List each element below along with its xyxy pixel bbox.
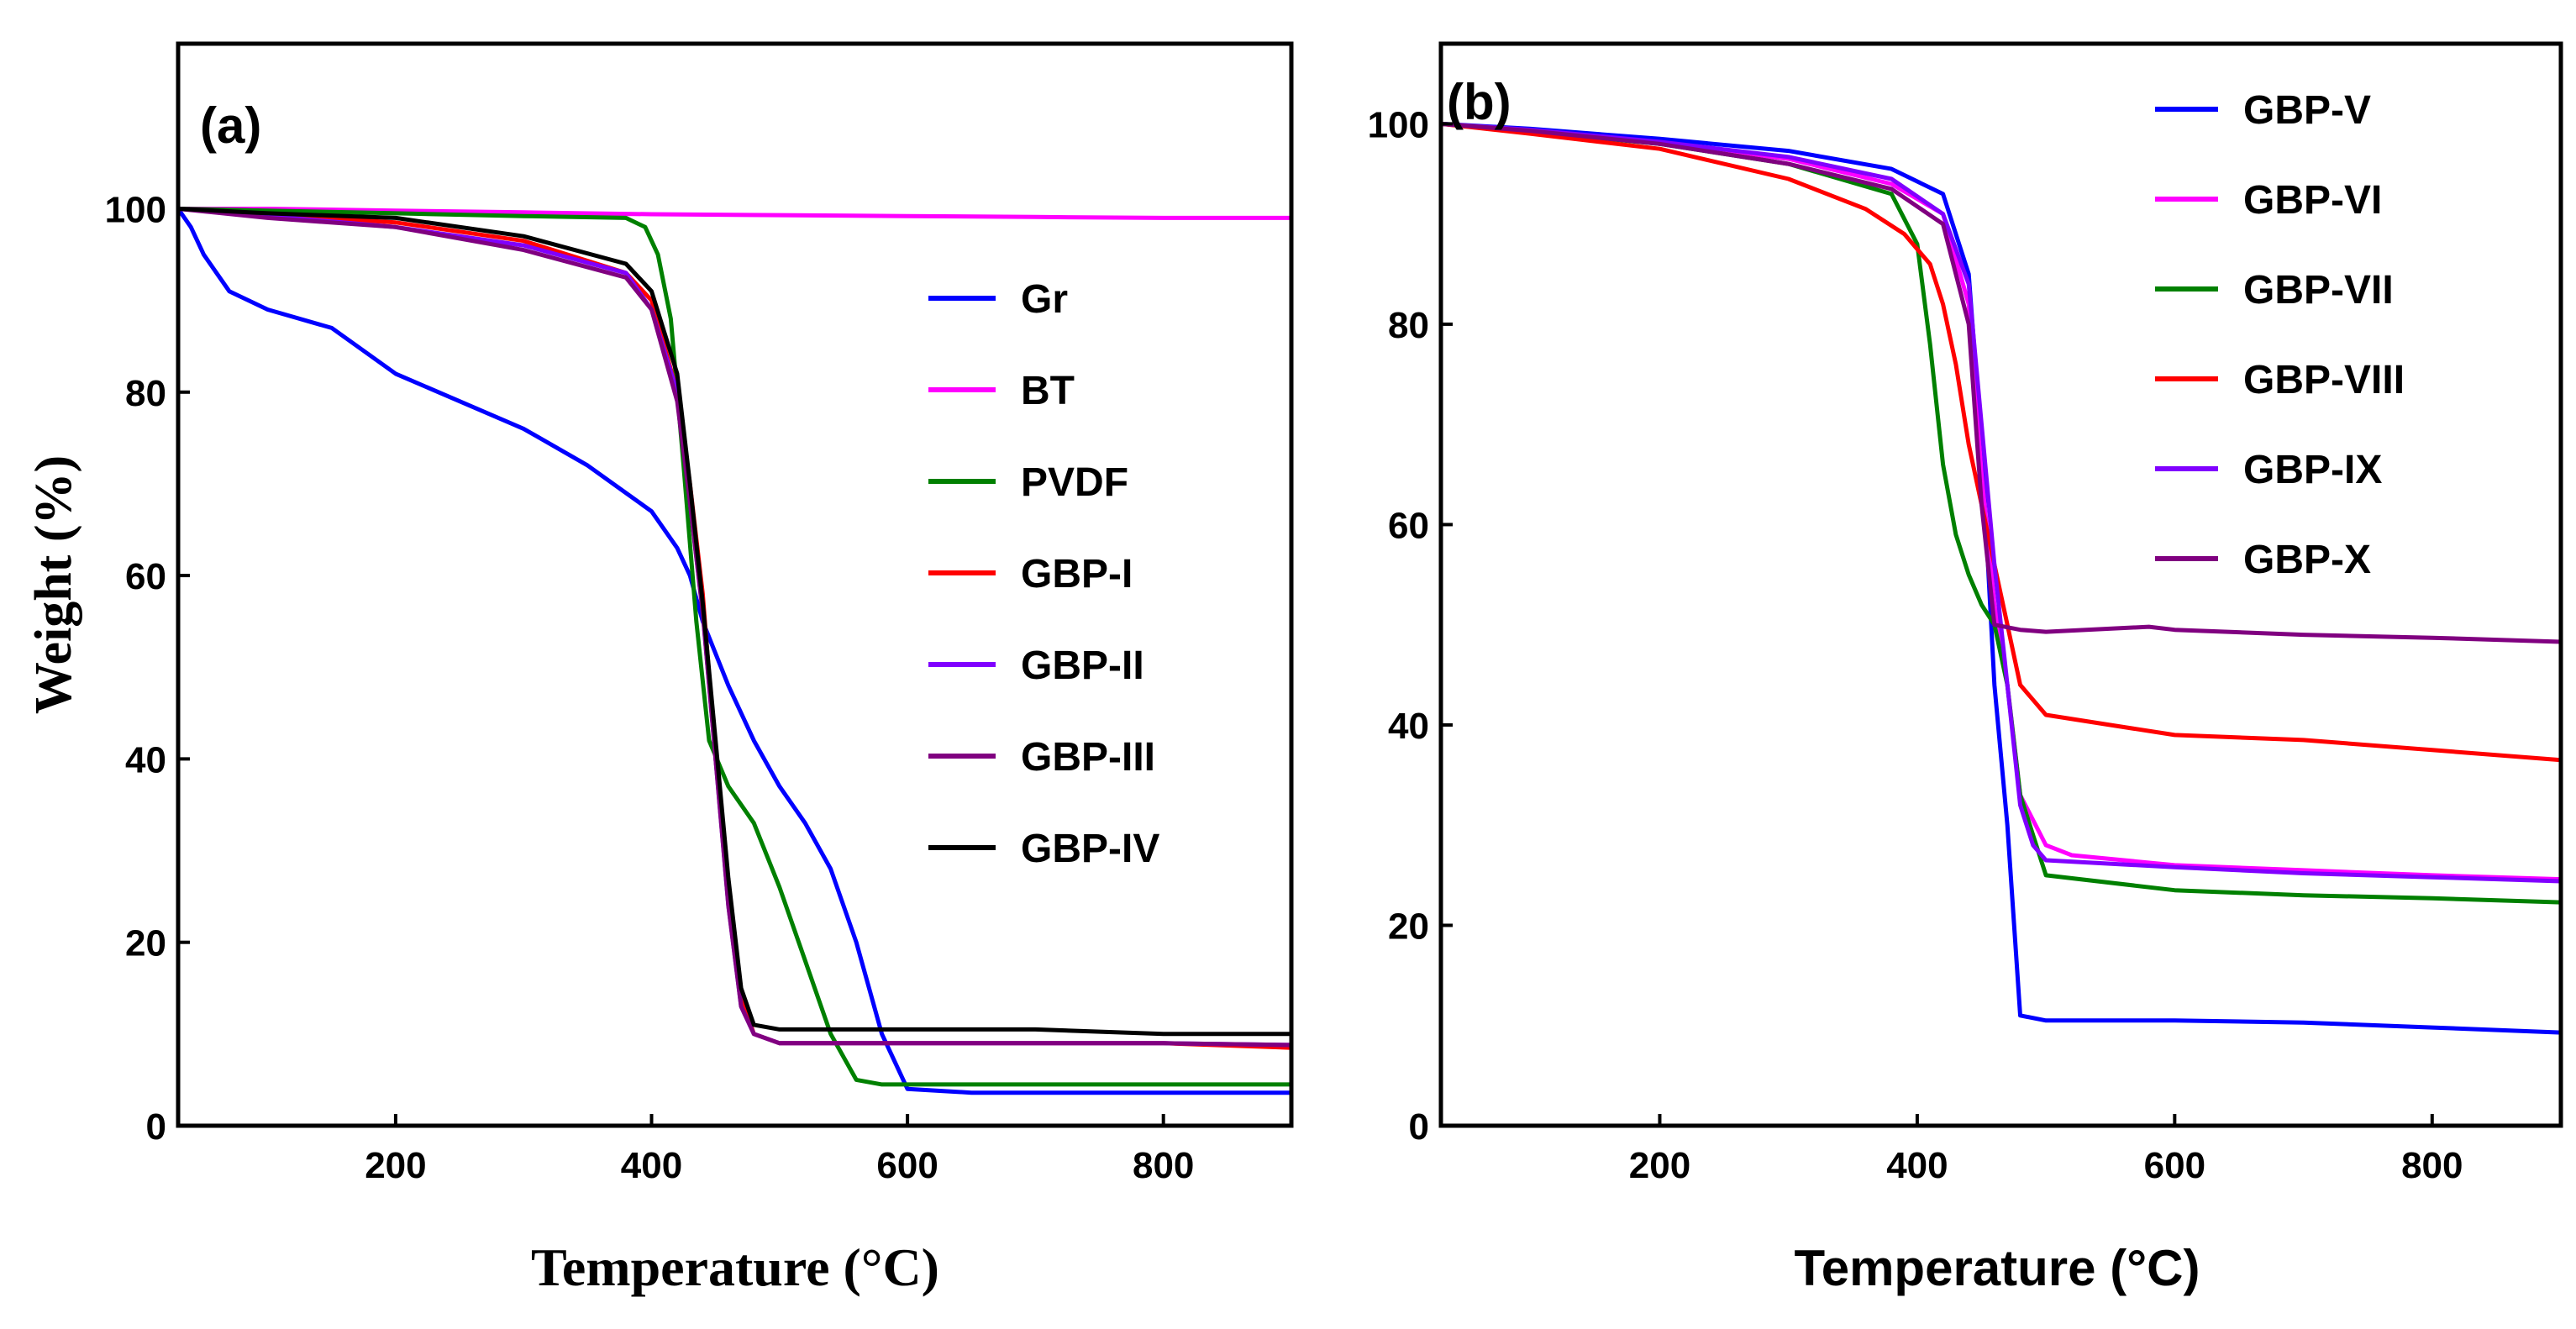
- legend-label-gbp-ii: GBP-II: [1021, 643, 1144, 688]
- series-line-gbp-vii: [1438, 121, 2563, 905]
- legend-label-gbp-viii: GBP-VIII: [2243, 358, 2405, 402]
- panel-b-y-ticks: 0 20 40 60 80 100: [1368, 104, 1453, 1148]
- y-tick-label: 40: [125, 739, 166, 780]
- series-line-gbp-x: [1438, 121, 2563, 644]
- x-tick-label: 400: [621, 1145, 682, 1186]
- y-tick-label: 60: [125, 556, 166, 597]
- legend-label-gbp-iv: GBP-IV: [1021, 827, 1159, 871]
- panel-a-series-group: [176, 207, 1294, 1095]
- y-tick-label: 80: [125, 373, 166, 414]
- panel-b-x-ticks: 200 400 600 800: [1629, 1114, 2463, 1186]
- panel-a-legend: Gr BT PVDF GBP-I GBP-II GBP-III GBP-IV: [928, 277, 1159, 871]
- panel-a-y-ticks: 0 20 40 60 80 100: [105, 189, 190, 1148]
- x-tick-label: 200: [365, 1145, 426, 1186]
- panel-b-label: (b): [1447, 74, 1511, 130]
- x-tick-label: 400: [1886, 1145, 1948, 1186]
- legend-label-gbp-i: GBP-I: [1021, 552, 1133, 596]
- y-tick-label: 0: [1409, 1106, 1429, 1148]
- legend-label-gr: Gr: [1021, 277, 1068, 322]
- legend-label-gbp-v: GBP-V: [2243, 88, 2371, 133]
- legend-label-gbp-x: GBP-X: [2243, 538, 2371, 582]
- x-tick-label: 800: [1133, 1145, 1194, 1186]
- series-line-gbp-iv: [176, 207, 1294, 1037]
- panel-a-label: (a): [200, 97, 261, 154]
- y-tick-label: 100: [1368, 104, 1429, 145]
- y-tick-label: 100: [105, 189, 166, 230]
- series-line-bt: [176, 207, 1294, 220]
- x-tick-label: 600: [876, 1145, 938, 1186]
- legend-label-bt: BT: [1021, 369, 1075, 413]
- y-tick-label: 20: [1388, 906, 1429, 947]
- y-tick-label: 40: [1388, 706, 1429, 747]
- series-line-gbp-viii: [1438, 121, 2563, 763]
- y-tick-label: 20: [125, 923, 166, 964]
- series-line-gbp-ix: [1438, 121, 2563, 884]
- panel-a-y-axis-label: Weight (%): [25, 455, 82, 714]
- panel-a-x-ticks: 200 400 600 800: [365, 1114, 1194, 1186]
- y-tick-label: 60: [1388, 505, 1429, 546]
- panel-a-plot-frame: [176, 41, 1294, 1128]
- panel-b-legend: GBP-V GBP-VI GBP-VII GBP-VIII GBP-IX GBP-X: [2155, 88, 2405, 582]
- legend-label-gbp-vi: GBP-VI: [2243, 178, 2382, 223]
- x-tick-label: 800: [2401, 1145, 2463, 1186]
- legend-label-gbp-iii: GBP-III: [1021, 735, 1155, 780]
- panel-b-plot-frame: [1438, 41, 2563, 1128]
- x-tick-label: 600: [2144, 1145, 2205, 1186]
- panel-b-x-axis-label: Temperature (°C): [1795, 1240, 2200, 1296]
- y-tick-label: 80: [1388, 305, 1429, 346]
- panel-a-x-axis-label: Temperature (°C): [531, 1237, 939, 1297]
- legend-label-gbp-ix: GBP-IX: [2243, 448, 2382, 492]
- series-line-gr: [176, 207, 1294, 1095]
- legend-label-pvdf: PVDF: [1021, 460, 1128, 505]
- legend-label-gbp-vii: GBP-VII: [2243, 268, 2394, 313]
- panel-b-series-group: [1438, 121, 2563, 1035]
- x-tick-label: 200: [1629, 1145, 1690, 1186]
- y-tick-label: 0: [146, 1106, 166, 1148]
